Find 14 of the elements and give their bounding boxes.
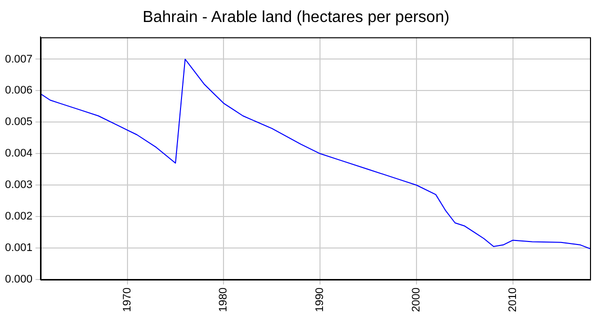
x-tick-label: 1980: [218, 288, 230, 312]
y-tick-label: 0.007: [4, 53, 33, 66]
x-tick-label: 1990: [314, 288, 326, 312]
y-tick-label: 0.005: [4, 116, 33, 128]
y-tick-label: 0.002: [4, 210, 33, 223]
y-tick-label: 0.001: [4, 242, 33, 254]
chart-title: Bahrain - Arable land (hectares per person): [142, 9, 450, 26]
y-tick-label: 0.003: [4, 179, 33, 192]
y-tick-label: 0.004: [4, 148, 33, 160]
x-tick-label: 1970: [121, 288, 134, 312]
y-tick-label: 0.000: [4, 274, 33, 286]
y-tick-label: 0.006: [4, 84, 33, 97]
x-tick-label: 2000: [410, 288, 423, 312]
x-tick-label: 2010: [506, 288, 519, 312]
